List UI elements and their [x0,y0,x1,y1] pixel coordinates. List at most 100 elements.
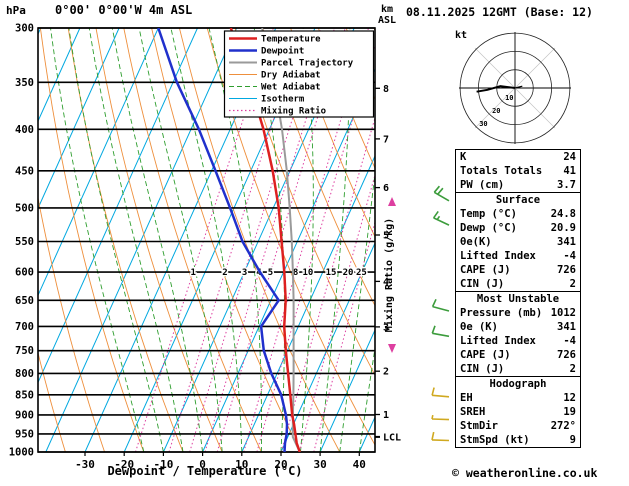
svg-text:650: 650 [15,295,34,307]
index-row: StmSpd (kt) 9 [456,433,580,447]
skewt-chart: 3003504004505005506006507007508008509009… [6,3,401,478]
index-label: K [460,151,467,163]
svg-text:25: 25 [356,268,367,278]
km-axis-ticks: 8 7 6 5 4 3 2 1 LCL [375,84,401,443]
svg-text:Dry Adiabat: Dry Adiabat [261,70,321,81]
index-row: EH 12 [456,391,580,405]
svg-text:800: 800 [15,368,34,380]
index-value: 3.7 [557,179,576,191]
index-value: 341 [557,321,576,333]
svg-text:7: 7 [383,134,389,145]
svg-text:2: 2 [222,268,227,278]
svg-text:10: 10 [302,268,313,278]
temperature-curve [229,28,301,452]
wind-barb [431,298,450,312]
index-label: Lifted Index [460,335,536,347]
index-value: 41 [563,165,576,177]
index-value: 2 [569,278,576,290]
wind-barb [431,387,450,398]
index-row: K 24 [456,150,580,164]
index-row: Lifted Index -4 [456,249,580,263]
index-value: 1012 [550,307,576,319]
skewt-generated: 3003504004505005506006507007508008509009… [9,23,401,472]
index-row: SREH 19 [456,405,580,419]
svg-text:3: 3 [242,268,247,278]
svg-text:-30: -30 [75,458,95,471]
svg-text:8: 8 [383,84,389,95]
svg-text:Parcel Trajectory: Parcel Trajectory [261,58,354,69]
index-label: θe (K) [460,321,498,333]
index-row: CAPE (J) 726 [456,348,580,362]
index-value: -4 [563,335,576,347]
svg-text:20: 20 [274,458,287,471]
svg-text:-10: -10 [153,458,173,471]
svg-text:3: 3 [383,322,389,333]
svg-text:600: 600 [15,267,34,279]
svg-text:20: 20 [492,107,500,115]
index-label: SREH [460,406,486,418]
svg-text:2: 2 [383,367,389,378]
svg-text:8: 8 [293,268,298,278]
svg-text:500: 500 [15,202,34,214]
svg-text:10: 10 [235,458,248,471]
index-row: CAPE (J) 726 [456,263,580,277]
svg-text:1: 1 [190,268,195,278]
index-value: 726 [557,264,576,276]
wind-barb-column [431,185,450,442]
svg-text:40: 40 [353,458,366,471]
svg-text:10: 10 [505,94,513,102]
index-value: 272° [550,420,576,432]
svg-text:-20: -20 [114,458,134,471]
index-label: CAPE (J) [460,264,511,276]
hodograph-unit-label: kt [455,30,467,41]
index-value: 12 [563,392,576,404]
svg-text:LCL: LCL [383,432,401,443]
index-label: StmSpd (kt) [460,434,530,446]
svg-text:850: 850 [15,389,34,401]
index-row: θe(K) 341 [456,235,580,249]
index-value: -4 [563,250,576,262]
wind-barb [431,431,450,442]
index-row: Totals Totals 41 [456,164,580,178]
pressure-grid: 300 350 400 450 500 550 600 650 700 750 800 850 900 9… [9,23,376,459]
run-title: 08.11.2025 12GMT (Base: 12) [406,5,593,19]
parcel-trajectory-curve [261,28,301,452]
pressure-unit-label: hPa [6,4,26,17]
svg-text:950: 950 [15,428,34,440]
temp-axis-ticks: -30 -20 -10 0 10 20 30 40 [75,452,366,471]
index-label: CAPE (J) [460,349,511,361]
svg-text:450: 450 [15,165,34,177]
hodograph-chart: 10 20 30 kt [455,30,571,144]
index-value: 20.9 [550,222,576,234]
svg-text:400: 400 [15,124,34,136]
index-row: CIN (J) 2 [456,362,580,376]
svg-text:5: 5 [383,231,389,242]
mixing-ratio-axis-title: Mixing Ratio (g/kg) [383,218,395,332]
svg-text:30: 30 [313,458,326,471]
index-row: CIN (J) 2 [456,277,580,291]
index-label: StmDir [460,420,498,432]
station-title: 0°00' 0°00'W 4m ASL [55,3,192,17]
svg-text:350: 350 [15,77,34,89]
svg-text:Mixing Ratio: Mixing Ratio [261,106,326,117]
svg-text:900: 900 [15,409,34,421]
index-label: CIN (J) [460,363,505,375]
svg-text:0: 0 [199,458,206,471]
svg-text:300: 300 [15,23,34,35]
svg-text:4: 4 [383,277,389,288]
wind-barb [431,414,450,421]
svg-text:Dewpoint: Dewpoint [261,46,304,57]
index-label: Lifted Index [460,250,536,262]
index-label: Pressure (mb) [460,307,543,319]
index-value: 9 [569,434,576,446]
index-row: Dewp (°C) 20.9 [456,221,580,235]
km-axis-unit-label: km [381,4,393,15]
svg-text:1: 1 [383,410,389,421]
index-section-header: Hodograph [456,376,580,391]
wind-barb [431,325,450,338]
index-label: Dewp (°C) [460,222,517,234]
mixing-ratio-axis-arrows [388,197,396,353]
km-axis-asl-label: ASL [378,15,396,26]
index-value: 19 [563,406,576,418]
